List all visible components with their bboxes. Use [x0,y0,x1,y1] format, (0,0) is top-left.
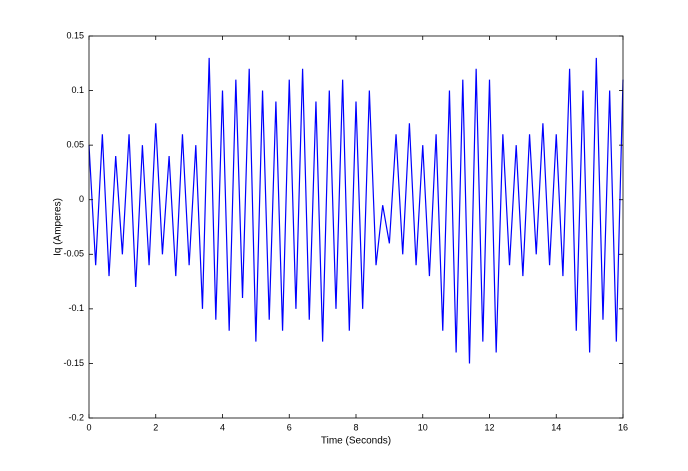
y-tick-label: 0.15 [66,30,84,40]
y-tick-label: -0.05 [63,249,84,259]
x-tick-label: 8 [353,422,358,432]
x-tick-label: 4 [220,422,225,432]
y-axis-label: Iq (Amperes) [53,198,64,256]
x-tick-label: 6 [287,422,292,432]
y-tick-label: -0.15 [63,358,84,368]
y-tick-label: 0.05 [66,140,84,150]
x-tick-label: 14 [551,422,561,432]
plot-box [88,35,624,419]
x-tick-label: 12 [484,422,494,432]
x-tick-label: 0 [86,422,91,432]
x-tick-label: 2 [153,422,158,432]
signal-line [88,57,624,364]
x-tick-label: 16 [618,422,628,432]
y-tick-label: 0.1 [71,85,84,95]
y-tick-label: -0.1 [68,303,84,313]
x-axis-label: Time (Seconds) [321,436,391,447]
y-tick-label: -0.2 [68,412,84,422]
x-tick-label: 10 [418,422,428,432]
y-tick-label: 0 [79,194,84,204]
